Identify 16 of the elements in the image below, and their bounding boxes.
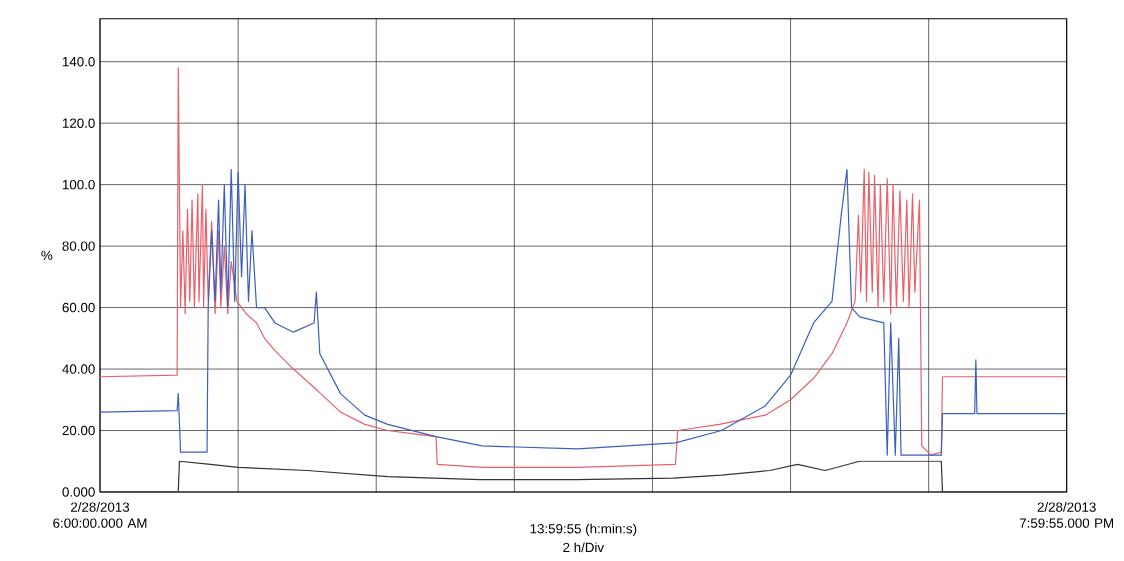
line-series [100, 460, 1067, 492]
y-tick-label: 20.00 [62, 425, 95, 436]
text: 2 h/Div [563, 542, 605, 553]
line-series [100, 168, 1067, 456]
y-tick-label: 120.0 [62, 118, 95, 128]
y-tick-label: 60.00 [62, 302, 95, 313]
x-axis-title: 13:59:55 (h:min:s) [530, 523, 637, 536]
x-tick-label: 2/28/2013 6:00:00.000 AM [53, 501, 147, 528]
x-tick-label: 2/28/2013 7:59:55.000 PM [1019, 501, 1114, 528]
y-tick-label: 40.00 [62, 364, 95, 374]
y-tick-label: 80.00 [62, 241, 95, 251]
y-tick-label: 100.0 [62, 179, 95, 190]
y-axis-title: % [41, 250, 53, 260]
line-series [100, 67, 1067, 468]
y-tick-label: 0.000 [62, 487, 95, 497]
y-tick-label: 140.0 [62, 56, 95, 67]
